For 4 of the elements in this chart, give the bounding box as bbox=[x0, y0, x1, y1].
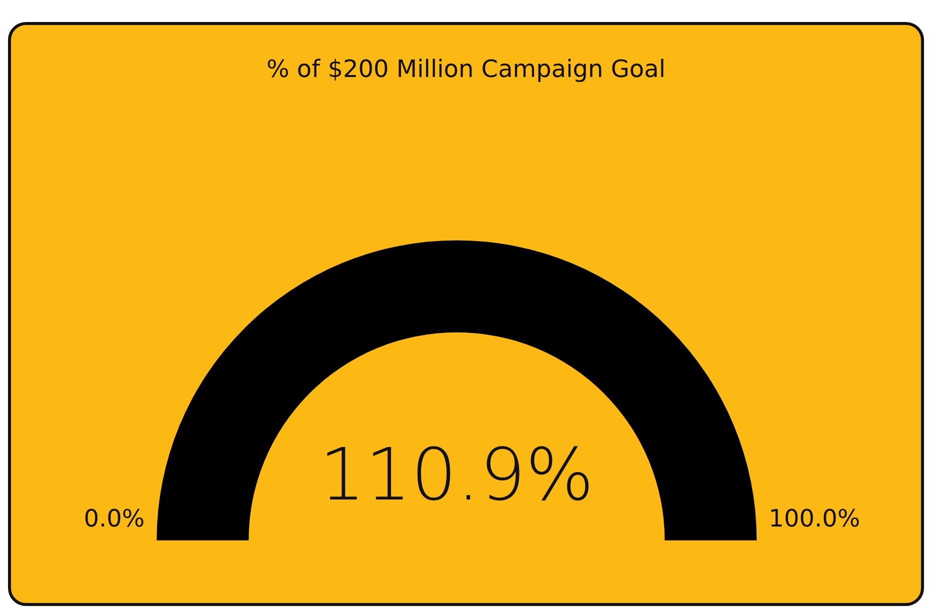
text: % of $200 Million Campaign Goal bbox=[266, 55, 666, 83]
data-label: 110.9% bbox=[319, 432, 594, 516]
text: 0.0% bbox=[84, 504, 145, 532]
text: 100.0% bbox=[768, 504, 860, 532]
